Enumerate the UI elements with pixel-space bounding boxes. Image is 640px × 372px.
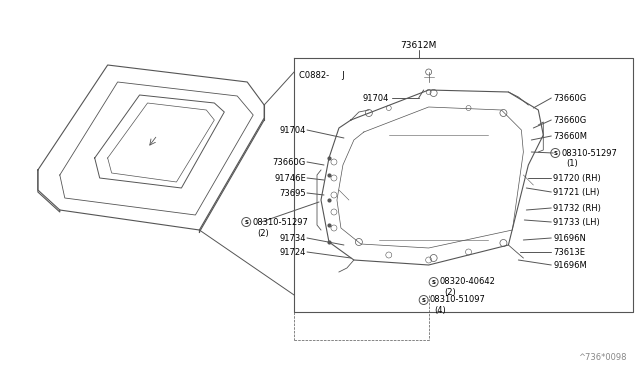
Text: (1): (1) <box>566 158 578 167</box>
Text: 73612M: 73612M <box>401 41 437 49</box>
Text: 91704: 91704 <box>362 93 388 103</box>
Text: 73613E: 73613E <box>553 247 585 257</box>
Text: 08310-51297: 08310-51297 <box>252 218 308 227</box>
Text: S: S <box>553 151 557 155</box>
Text: S: S <box>431 279 436 285</box>
Text: 73660M: 73660M <box>553 131 588 141</box>
Text: 91704: 91704 <box>280 125 306 135</box>
Text: 73660G: 73660G <box>553 115 586 125</box>
Text: 08310-51097: 08310-51097 <box>429 295 486 305</box>
Text: S: S <box>244 219 248 224</box>
Text: 91696N: 91696N <box>553 234 586 243</box>
Text: 91734: 91734 <box>280 234 306 243</box>
Text: 91696M: 91696M <box>553 260 587 269</box>
Text: 91732 (RH): 91732 (RH) <box>553 203 601 212</box>
Text: 91733 (LH): 91733 (LH) <box>553 218 600 227</box>
Text: (2): (2) <box>257 228 269 237</box>
Text: 73660G: 73660G <box>553 93 586 103</box>
Text: 91721 (LH): 91721 (LH) <box>553 187 600 196</box>
Text: (4): (4) <box>435 305 446 314</box>
Text: 91720 (RH): 91720 (RH) <box>553 173 601 183</box>
Text: S: S <box>422 298 426 302</box>
Text: 73695: 73695 <box>280 189 306 198</box>
Text: 08310-51297: 08310-51297 <box>561 148 617 157</box>
Text: 08320-40642: 08320-40642 <box>440 278 495 286</box>
Text: 73660G: 73660G <box>273 157 306 167</box>
Text: (2): (2) <box>445 288 456 296</box>
Text: 91724: 91724 <box>280 247 306 257</box>
Text: 91746E: 91746E <box>275 173 306 183</box>
Text: ^736*0098: ^736*0098 <box>578 353 627 362</box>
Text: C0882-     J: C0882- J <box>299 71 345 80</box>
